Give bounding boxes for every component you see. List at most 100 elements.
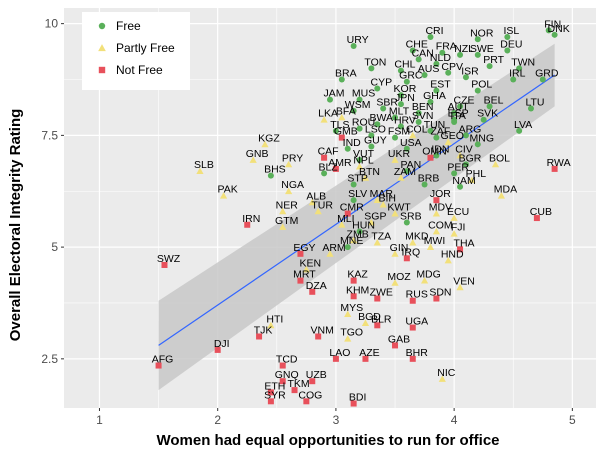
- point-label-svn: SVN: [412, 110, 434, 122]
- point-ben: [415, 110, 422, 117]
- legend-key-not-free: [98, 66, 106, 74]
- point-label-tur: TUR: [311, 199, 333, 211]
- point-label-jpn: JPN: [395, 92, 415, 104]
- point-label-mkd: MKD: [405, 231, 429, 243]
- point-uga: [409, 324, 416, 331]
- y-tick-label: 5: [51, 240, 58, 254]
- point-label-blr: BLR: [371, 313, 392, 325]
- point-irl: [510, 76, 517, 83]
- point-tza: [373, 239, 381, 246]
- point-label-jam: JAM: [324, 88, 345, 100]
- point-bel: [486, 103, 493, 110]
- point-label-tza: TZA: [371, 231, 391, 243]
- point-label-tjk: TJK: [254, 324, 273, 336]
- point-label-rus: RUS: [406, 289, 428, 301]
- point-label-ben: BEN: [412, 101, 434, 113]
- point-label-srb: SRB: [400, 211, 422, 223]
- point-label-tgo: TGO: [340, 327, 363, 339]
- point-swz: [161, 261, 168, 268]
- point-amr: [332, 165, 339, 172]
- point-label-grd: GRD: [535, 68, 559, 80]
- point-label-aze: AZE: [359, 347, 379, 359]
- point-khm: [350, 293, 357, 300]
- point-label-fra: FRA: [436, 41, 457, 53]
- point-label-cog: COG: [298, 389, 322, 401]
- point-jam: [327, 96, 333, 103]
- point-label-amr: AMR: [328, 157, 352, 169]
- point-label-rwa: RWA: [547, 157, 571, 169]
- point-tgo: [344, 335, 352, 342]
- point-nor: [474, 36, 481, 43]
- point-bhr: [409, 355, 416, 362]
- point-swe: [474, 51, 481, 58]
- data-points: [155, 27, 558, 407]
- point-label-ury: URY: [347, 34, 369, 46]
- point-moz: [391, 279, 399, 286]
- point-label-che: CHE: [406, 38, 428, 50]
- point-uzb: [309, 378, 316, 385]
- point-aut: [451, 110, 458, 117]
- point-mys: [344, 310, 352, 318]
- point-grc: [403, 78, 410, 85]
- point-ukr: [391, 156, 399, 163]
- point-label-tun: TUN: [424, 119, 446, 131]
- point-label-ukr: UKR: [388, 148, 411, 160]
- point-npl: [355, 163, 364, 170]
- point-dji: [214, 346, 221, 353]
- point-label-tls: TLS: [330, 119, 349, 131]
- point-label-tkm: TKM: [287, 378, 309, 390]
- point-hti: [267, 321, 275, 329]
- point-label-nor: NOR: [470, 27, 494, 39]
- point-label-uzb: UZB: [306, 369, 327, 381]
- point-ton: [368, 65, 375, 72]
- point-label-bra: BRA: [335, 68, 357, 80]
- point-label-kwt: KWT: [387, 202, 411, 214]
- point-blz: [321, 170, 328, 177]
- point-label-arm: ARM: [322, 242, 345, 254]
- point-label-mlt: MLT: [389, 105, 410, 117]
- x-tick-label: 2: [214, 413, 221, 427]
- y-tick-label: 2.5: [41, 352, 58, 366]
- point-label-moz: MOZ: [387, 271, 411, 283]
- point-bgr: [462, 161, 469, 168]
- point-grd: [539, 76, 546, 83]
- point-label-gin: GIN: [390, 242, 409, 254]
- point-syr: [267, 398, 274, 405]
- point-label-eth: ETH: [264, 380, 285, 392]
- point-mdg: [420, 277, 429, 284]
- point-label-est: EST: [430, 79, 451, 91]
- point-label-gnq: GNQ: [275, 369, 299, 381]
- point-cri: [427, 34, 434, 41]
- point-label-dza: DZA: [306, 280, 327, 292]
- point-ind: [344, 145, 351, 152]
- point-bhs: [267, 172, 274, 179]
- point-aus: [421, 72, 428, 79]
- point-fsm: [392, 134, 399, 141]
- point-gtm: [279, 223, 287, 230]
- point-label-cmr: CMR: [340, 202, 364, 214]
- point-aze: [362, 355, 369, 362]
- point-nam: [457, 183, 464, 190]
- point-label-ita: ITA: [450, 110, 466, 122]
- point-label-mrt: MRT: [293, 269, 316, 281]
- point-label-zwe: ZWE: [370, 287, 393, 299]
- point-kgz: [261, 140, 269, 148]
- point-tcd: [279, 362, 286, 369]
- point-label-slv: SLV: [348, 188, 367, 200]
- x-tick-label: 5: [569, 413, 576, 427]
- point-pry: [285, 160, 293, 168]
- point-fra: [439, 49, 446, 56]
- legend-key-free: [98, 22, 106, 30]
- point-dnk: [551, 31, 558, 38]
- point-label-kaz: KAZ: [347, 269, 368, 281]
- point-cmr: [344, 210, 351, 217]
- point-slb: [196, 167, 204, 175]
- point-label-aut: AUT: [448, 101, 470, 113]
- point-ven: [456, 283, 464, 291]
- point-mar: [373, 196, 381, 204]
- point-label-deu: DEU: [500, 38, 522, 50]
- point-pan: [403, 168, 410, 175]
- point-label-bhs: BHS: [264, 164, 286, 176]
- point-label-bih: BIH: [378, 193, 396, 205]
